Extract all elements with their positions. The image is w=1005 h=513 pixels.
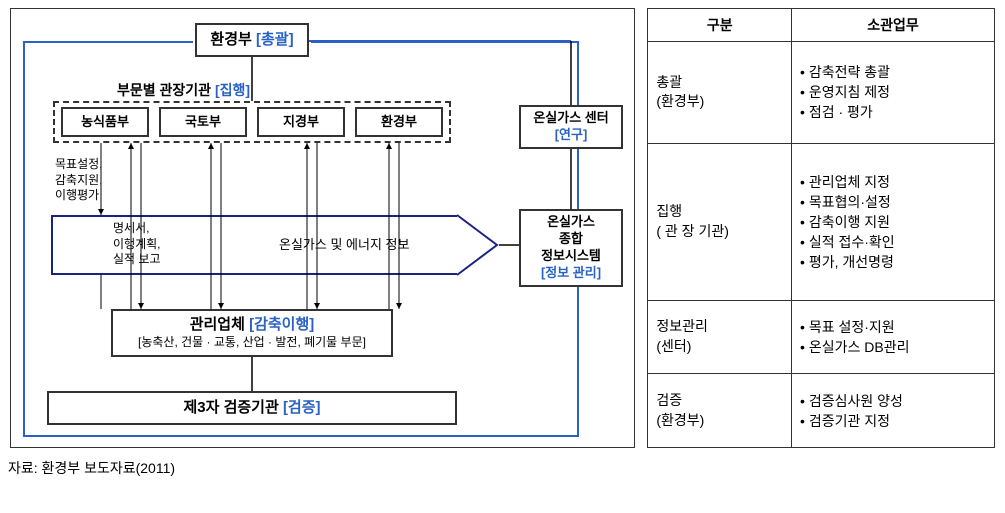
verification-box: 제3자 검증기관 [검증] <box>47 391 457 425</box>
ghg-center-box: 온실가스 센터 [연구] <box>519 105 623 149</box>
duties-table: 구분 소관업무 총괄 (환경부) 감축전략 총괄 운영지침 제정 점검 · 평가… <box>647 8 995 448</box>
arrow-main-text: 온실가스 및 에너지 정보 <box>279 237 409 254</box>
table-header: 구분 <box>648 9 792 42</box>
duty-item: 온실가스 DB관리 <box>800 337 986 357</box>
duty-item: 검증기관 지정 <box>800 411 986 431</box>
ministry-box: 환경부 <box>355 107 443 137</box>
duty-item: 평가, 개선명령 <box>800 252 986 272</box>
duty-item: 목표협의·설정 <box>800 192 986 212</box>
duty-item: 관리업체 지정 <box>800 172 986 192</box>
top-ministry-box: 환경부 [총괄] <box>195 23 309 57</box>
ministry-box: 지경부 <box>257 107 345 137</box>
arrow-left-caption: 명세서, 이행계획, 실적 보고 <box>113 221 161 268</box>
left-caption: 목표설정, 감축지원, 이행평가 <box>55 157 103 204</box>
top-tag: [총괄] <box>256 31 294 48</box>
duty-item: 실적 접수·확인 <box>800 232 986 252</box>
duty-item: 감축이행 지원 <box>800 212 986 232</box>
duty-item: 검증심사원 양성 <box>800 391 986 411</box>
ghg-system-box: 온실가스 종합 정보시스템 [정보 관리] <box>519 209 623 287</box>
ministry-header: 부문별 관장기관 [집행] <box>117 81 250 99</box>
top-label: 환경부 <box>210 31 251 48</box>
table-row: 총괄 (환경부) 감축전략 총괄 운영지침 제정 점검 · 평가 <box>648 42 995 144</box>
source-citation: 자료: 환경부 보도자료(2011) <box>8 458 175 478</box>
table-row: 집행 ( 관 장 기관) 관리업체 지정 목표협의·설정 감축이행 지원 실적 … <box>648 143 995 300</box>
duty-item: 점검 · 평가 <box>800 102 986 122</box>
ministry-box: 국토부 <box>159 107 247 137</box>
table-header: 소관업무 <box>792 9 995 42</box>
ministry-box: 농식품부 <box>61 107 149 137</box>
table-row: 정보관리 (센터) 목표 설정·지원 온실가스 DB관리 <box>648 300 995 374</box>
management-company-box: 관리업체 [감축이행] [농축산, 건물 · 교통, 산업 · 발전, 폐기물 … <box>111 309 393 357</box>
duty-item: 목표 설정·지원 <box>800 317 986 337</box>
org-diagram: 환경부 [총괄] 부문별 관장기관 [집행] 농식품부 국토부 지경부 환경부 … <box>10 8 635 448</box>
mgmt-sub: [농축산, 건물 · 교통, 산업 · 발전, 폐기물 부문] <box>138 335 366 351</box>
table-row: 검증 (환경부) 검증심사원 양성 검증기관 지정 <box>648 374 995 448</box>
duty-item: 감축전략 총괄 <box>800 62 986 82</box>
duty-item: 운영지침 제정 <box>800 82 986 102</box>
